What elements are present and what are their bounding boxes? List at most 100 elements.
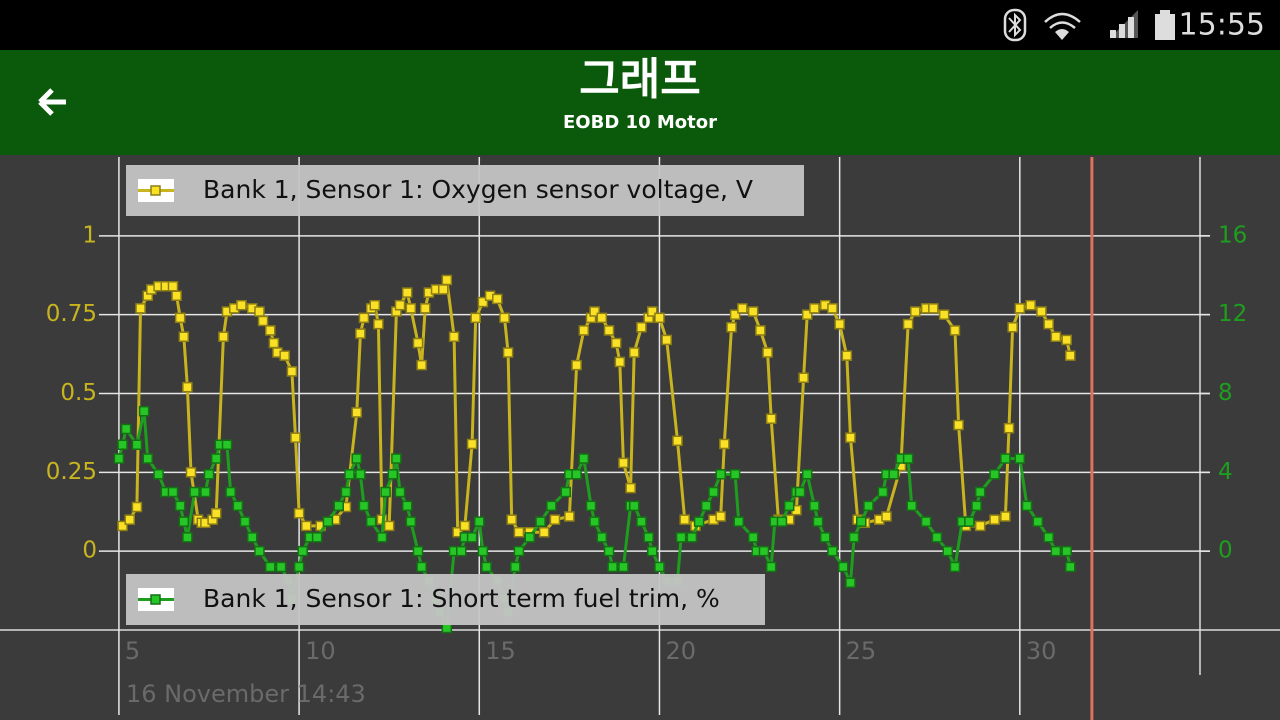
data-point: [412, 545, 424, 557]
data-point: [693, 516, 705, 527]
data-point: [812, 516, 824, 527]
data-point: [369, 299, 381, 311]
data-point: [174, 312, 186, 324]
data-point: [138, 405, 150, 417]
data-point: [827, 303, 838, 314]
data-point: [733, 516, 744, 527]
data-point: [765, 413, 777, 424]
data-point: [351, 453, 363, 464]
y2-tick-label: 0: [1218, 538, 1233, 564]
data-point: [120, 423, 132, 435]
data-point: [153, 469, 164, 480]
data-point: [618, 457, 629, 469]
data-point: [1014, 453, 1026, 464]
data-point: [819, 532, 831, 543]
battery-tip: [1160, 10, 1170, 15]
legend-box: [126, 574, 765, 625]
data-point: [1061, 334, 1072, 346]
data-point: [902, 453, 914, 464]
data-point: [405, 303, 417, 314]
data-point: [441, 274, 453, 286]
data-point: [474, 516, 485, 527]
data-point: [225, 486, 236, 498]
data-point: [679, 514, 690, 525]
x-tick-label: 30: [1026, 637, 1057, 665]
battery-icon: [1155, 14, 1175, 40]
data-point: [596, 532, 608, 543]
data-point: [643, 532, 654, 543]
clock: 15:55: [1179, 8, 1265, 43]
y-tick-label: 0.75: [46, 301, 97, 327]
signal-bar: [1119, 24, 1125, 38]
data-point: [863, 500, 874, 512]
data-point: [906, 500, 917, 512]
data-point: [578, 325, 590, 336]
data-point: [268, 337, 280, 349]
data-point: [809, 303, 820, 314]
data-point: [412, 337, 424, 349]
x-tick-label: 10: [305, 637, 336, 665]
header-title: 그래프: [579, 54, 700, 105]
legend-label: Bank 1, Sensor 1: Oxygen sensor voltage,…: [203, 175, 753, 204]
data-point: [1043, 532, 1054, 543]
data-point: [1065, 561, 1076, 573]
data-point: [798, 372, 809, 383]
data-point: [949, 561, 961, 573]
legend-swatch-marker: [150, 594, 161, 605]
data-point: [383, 520, 395, 532]
data-point: [755, 325, 766, 336]
data-point: [1065, 350, 1076, 361]
data-point: [477, 545, 489, 557]
legend-label: Bank 1, Sensor 1: Short term fuel trim, …: [203, 584, 720, 613]
data-point: [834, 318, 845, 330]
data-point: [1021, 500, 1033, 512]
data-point: [546, 500, 557, 512]
x-tick-label: 5: [125, 637, 140, 665]
data-point: [189, 486, 200, 498]
data-point: [848, 532, 860, 543]
data-point: [841, 350, 853, 361]
data-point: [765, 561, 777, 573]
data-point: [358, 500, 370, 512]
data-point: [117, 439, 128, 450]
data-point: [167, 486, 179, 498]
bluetooth-icon: [1003, 8, 1027, 42]
data-point: [416, 561, 427, 573]
y2-tick-label: 8: [1218, 380, 1233, 406]
data-point: [185, 467, 197, 478]
data-point: [845, 432, 856, 443]
data-point: [239, 516, 251, 527]
status-bar: [0, 0, 1280, 50]
data-point: [290, 432, 301, 443]
data-point: [809, 500, 820, 512]
data-point: [747, 532, 759, 543]
data-point: [135, 303, 146, 314]
data-point: [466, 438, 478, 450]
data-point: [949, 325, 961, 336]
data-point: [470, 312, 481, 324]
data-point: [989, 514, 1000, 525]
data-point: [589, 306, 600, 317]
data-point: [265, 561, 276, 573]
data-point: [513, 545, 525, 557]
wifi-icon: [1044, 12, 1081, 29]
data-point: [416, 359, 427, 371]
data-point: [628, 500, 640, 512]
data-point: [182, 532, 193, 543]
data-point: [113, 453, 125, 464]
data-point: [928, 303, 939, 314]
header: [0, 50, 1280, 155]
data-point: [747, 306, 759, 317]
wifi-dot: [1055, 29, 1069, 40]
data-point: [571, 469, 582, 480]
data-point: [610, 337, 622, 349]
data-point: [257, 315, 269, 327]
data-point: [178, 516, 190, 527]
data-point: [524, 532, 535, 543]
data-point: [625, 482, 636, 494]
data-point: [401, 500, 413, 512]
data-point: [174, 500, 186, 512]
data-point: [661, 334, 672, 346]
back-button[interactable]: [38, 88, 66, 116]
